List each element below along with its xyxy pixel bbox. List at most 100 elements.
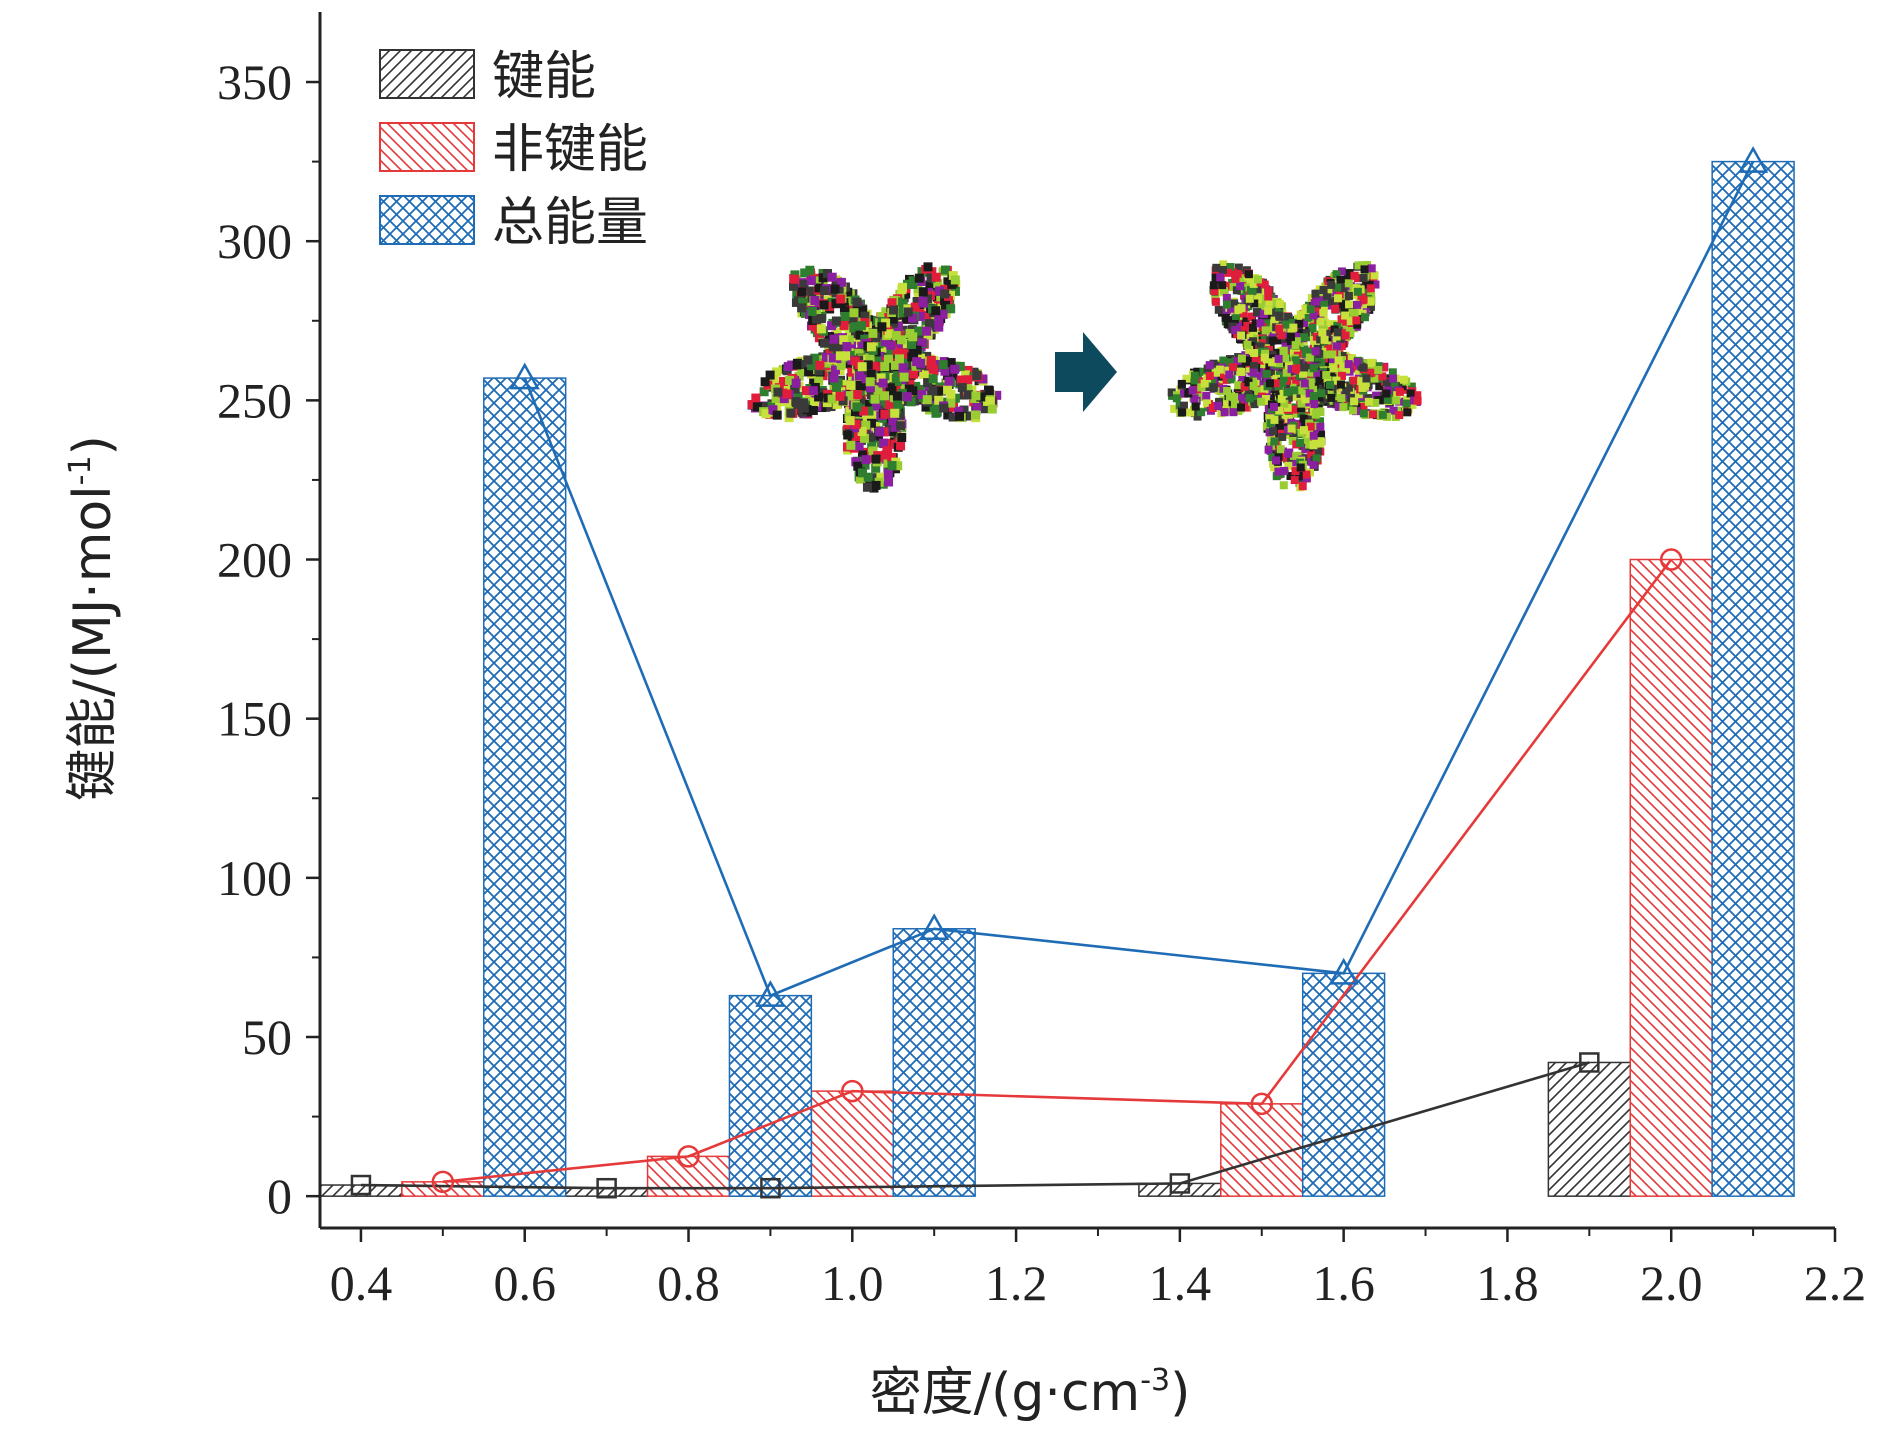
molecule-pixel bbox=[1279, 346, 1288, 355]
molecule-pixel bbox=[1172, 394, 1181, 403]
molecule-pixel bbox=[1250, 299, 1259, 308]
molecule-pixel bbox=[1297, 399, 1306, 408]
molecule-pixel bbox=[853, 461, 863, 471]
molecule-pixel bbox=[909, 369, 919, 379]
molecule-pixel bbox=[902, 279, 912, 289]
molecule-pixel bbox=[1250, 357, 1259, 366]
molecule-pixel bbox=[1318, 292, 1327, 301]
molecule-pixel bbox=[889, 305, 899, 315]
molecule-pixel bbox=[1270, 316, 1279, 325]
molecule-pixel bbox=[1306, 422, 1315, 431]
molecule-pixel bbox=[1260, 353, 1269, 362]
molecule-pixel bbox=[838, 396, 848, 406]
molecule-pixel bbox=[1413, 391, 1422, 400]
molecule-pixel bbox=[1233, 357, 1242, 366]
molecule-pixel bbox=[1256, 356, 1265, 365]
molecule-pixel bbox=[866, 342, 876, 352]
molecule-pixel bbox=[1249, 337, 1258, 346]
molecule-pixel bbox=[832, 327, 842, 337]
series-line bbox=[360, 1061, 1590, 1190]
molecule-pixel bbox=[1167, 388, 1176, 397]
molecule-pixel bbox=[1243, 356, 1252, 365]
molecule-pixel bbox=[1374, 365, 1383, 374]
molecule-pixel bbox=[902, 392, 912, 402]
molecule-pixel bbox=[918, 287, 928, 297]
molecule-pixel bbox=[1299, 369, 1308, 378]
molecule-pixel bbox=[1292, 409, 1301, 418]
molecule-pixel bbox=[922, 294, 932, 304]
molecule-pixel bbox=[948, 371, 958, 381]
molecule-pixel bbox=[845, 416, 855, 426]
molecule-pixel bbox=[898, 363, 908, 373]
molecule-pixel bbox=[772, 367, 782, 377]
molecule-pixel bbox=[1354, 261, 1363, 270]
molecule-pixel bbox=[1324, 285, 1333, 294]
molecule-pixel bbox=[1237, 403, 1246, 412]
molecule-pixel bbox=[806, 276, 816, 286]
molecule-pixel bbox=[1291, 356, 1300, 365]
molecule-pixel bbox=[1259, 310, 1268, 319]
molecule-pixel bbox=[1203, 399, 1212, 408]
molecule-pixel bbox=[1224, 268, 1233, 277]
molecule-pixel bbox=[1353, 320, 1362, 329]
molecule-pixel bbox=[897, 432, 907, 442]
molecule-pixel bbox=[1341, 331, 1350, 340]
molecule-pixel bbox=[1344, 292, 1353, 301]
molecule-pixel bbox=[1297, 404, 1306, 413]
molecule-pixel bbox=[1345, 269, 1354, 278]
molecule-pixel bbox=[963, 390, 973, 400]
molecule-pixel bbox=[1211, 273, 1220, 282]
molecule-pixel bbox=[1367, 358, 1376, 367]
molecule-pixel bbox=[793, 391, 803, 401]
molecule-pixel bbox=[891, 331, 901, 341]
molecule-pixel bbox=[1179, 389, 1188, 398]
molecule-pixel bbox=[963, 384, 973, 394]
molecule-pixel bbox=[862, 412, 872, 422]
molecule-pixel bbox=[911, 361, 921, 371]
molecule-pixel bbox=[1332, 342, 1341, 351]
molecule-pixel bbox=[946, 358, 956, 368]
molecule-pixel bbox=[1362, 304, 1371, 313]
molecule-pixel bbox=[1281, 354, 1290, 363]
molecule-pixel bbox=[851, 432, 861, 442]
molecule-pixel bbox=[1309, 392, 1318, 401]
molecule-pixel bbox=[1333, 283, 1342, 292]
molecule-pixel bbox=[1302, 435, 1311, 444]
molecule-pixel bbox=[807, 306, 817, 316]
molecule-pixel bbox=[934, 314, 944, 324]
molecule-pixel bbox=[1224, 366, 1233, 375]
molecule-pixel bbox=[1261, 326, 1270, 335]
molecule-pixel bbox=[1268, 332, 1277, 341]
molecule-pixel bbox=[1274, 354, 1283, 363]
molecule-pixel bbox=[877, 311, 887, 321]
molecule-pixel bbox=[1209, 281, 1218, 290]
molecule-pixel bbox=[812, 309, 822, 319]
molecule-pixel bbox=[910, 302, 920, 312]
molecule-pixel bbox=[1309, 460, 1318, 469]
molecule-pixel bbox=[917, 390, 927, 400]
molecule-pixel bbox=[1291, 405, 1300, 414]
molecule-pixel bbox=[1342, 317, 1351, 326]
molecule-pixel bbox=[1383, 395, 1392, 404]
molecule-pixel bbox=[1367, 368, 1376, 377]
molecule-pixel bbox=[1329, 364, 1338, 373]
molecule-pixel bbox=[1235, 274, 1244, 283]
molecule-pixel bbox=[936, 386, 946, 396]
molecule-pixel bbox=[1347, 354, 1356, 363]
molecule-pixel bbox=[856, 321, 866, 331]
molecule-pixel bbox=[884, 329, 894, 339]
molecule-pixel bbox=[843, 430, 853, 440]
molecule-pixel bbox=[747, 400, 757, 410]
molecule-pixel bbox=[1240, 382, 1249, 391]
molecule-pixel bbox=[1346, 329, 1355, 338]
molecule-pixel bbox=[1199, 367, 1208, 376]
molecule-pixel bbox=[1221, 313, 1230, 322]
molecule-pixel bbox=[797, 303, 807, 313]
molecule-pixel bbox=[1228, 283, 1237, 292]
molecule-pixel bbox=[1292, 333, 1301, 342]
molecule-pixel bbox=[1293, 349, 1302, 358]
data-point bbox=[431, 1170, 455, 1194]
molecule-pixel bbox=[918, 297, 928, 307]
molecule-pixel bbox=[1188, 386, 1197, 395]
